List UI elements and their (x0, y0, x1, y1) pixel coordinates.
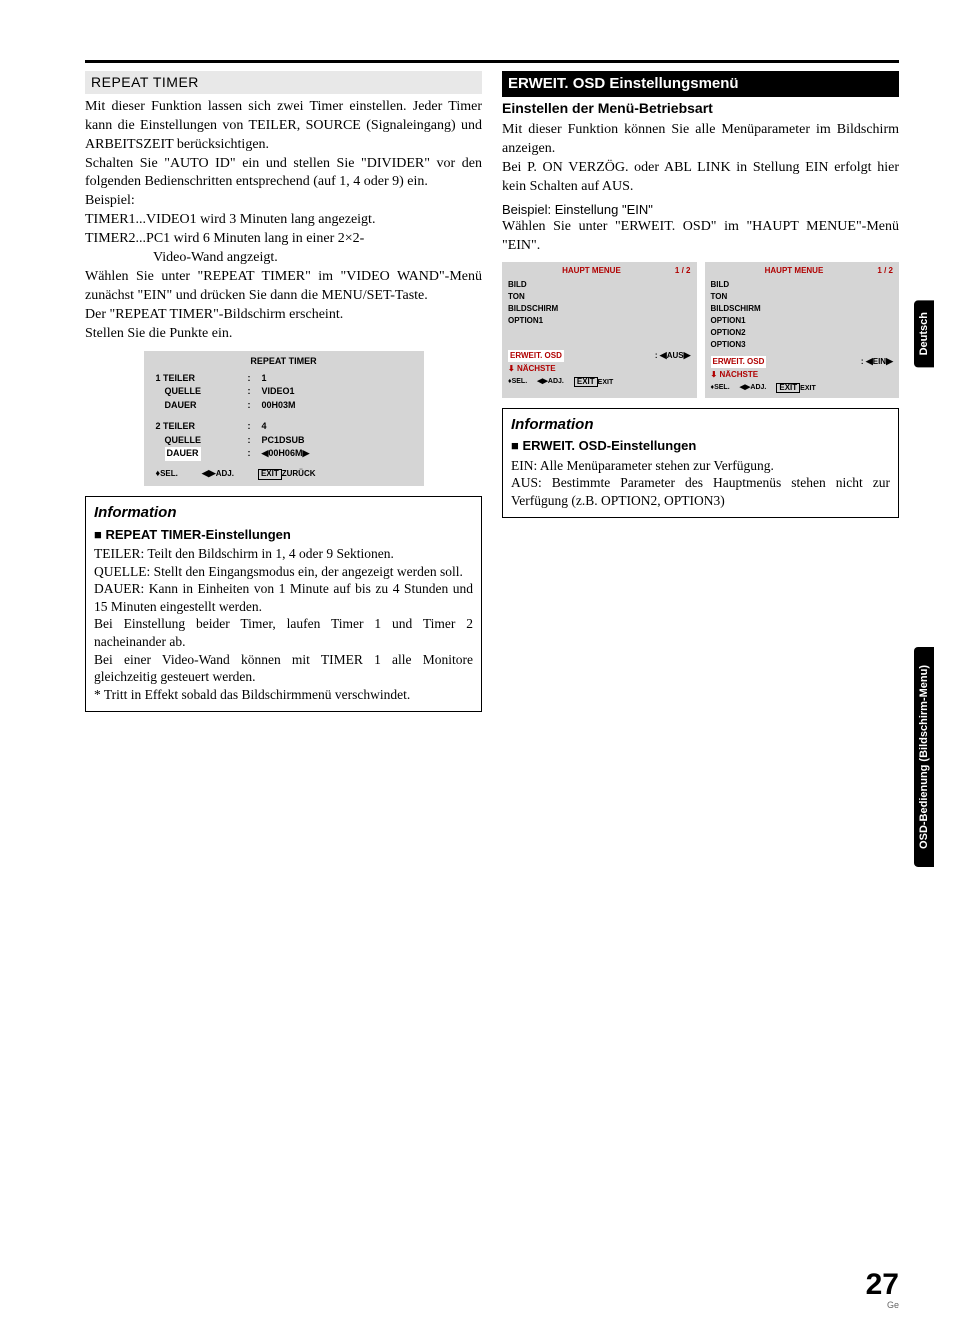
paragraph: Bei P. ON VERZÖG. oder ABL LINK in Stell… (502, 159, 899, 197)
menu-selected: ERWEIT. OSD (711, 356, 767, 368)
menu-header: HAUPT MENUE (562, 265, 621, 277)
right-arrow-icon: ▶ (302, 448, 309, 458)
footer-exit: EXIT (800, 385, 816, 392)
osd-footer-sel: SEL. (160, 469, 178, 478)
info-line: * Tritt in Effekt sobald das Bildschirmm… (94, 686, 473, 704)
page-number: 27 Ge (866, 1270, 899, 1310)
info-subtitle: REPEAT TIMER-Einstellungen (94, 526, 473, 544)
info-box: Information REPEAT TIMER-Einstellungen T… (85, 496, 482, 712)
paragraph: Mit dieser Funktion lassen sich zwei Tim… (85, 98, 482, 155)
footer-sel: SEL. (512, 378, 528, 385)
left-arrow-icon: ◀ (866, 356, 873, 366)
paragraph: Schalten Sie "AUTO ID" ein und stellen S… (85, 155, 482, 193)
tab-language: Deutsch (914, 300, 934, 367)
menu-page: 1 / 2 (877, 265, 893, 277)
info-line: EIN: Alle Menüparameter stehen zur Verfü… (511, 457, 890, 475)
leftright-arrow-icon: ◀▶ (740, 384, 751, 391)
menu-item: BILD (711, 279, 894, 291)
osd-value: PC1DSUB (262, 434, 412, 448)
menu-item: OPTION2 (711, 327, 894, 339)
side-tabs: Deutsch OSD-Bedienung (Bildschirm-Menu) (914, 300, 934, 867)
paragraph: Wählen Sie unter "REPEAT TIMER" im "VIDE… (85, 268, 482, 306)
right-arrow-icon: ▶ (886, 356, 893, 366)
osd-value: 1 (262, 372, 412, 386)
osd-footer-adj: ADJ. (216, 469, 234, 478)
info-line: Bei einer Video-Wand können mit TIMER 1 … (94, 651, 473, 686)
osd-value: VIDEO1 (262, 385, 412, 399)
info-line: Bei Einstellung beider Timer, laufen Tim… (94, 615, 473, 650)
menu-item: OPTION3 (711, 339, 894, 351)
osd-value: 4 (262, 420, 412, 434)
osd-label: 1 TEILER (156, 372, 248, 386)
menu-item: BILDSCHIRM (711, 303, 894, 315)
osd-footer-back: ZURÜCK (282, 469, 316, 478)
menu-item: TON (711, 291, 894, 303)
osd-label-selected: DAUER (165, 447, 201, 461)
exit-button-icon: EXIT (574, 377, 598, 388)
paragraph: Beispiel: Einstellung "EIN" (502, 201, 899, 219)
menu-item: OPTION1 (711, 315, 894, 327)
osd-label: DAUER (156, 399, 248, 413)
menu-item: TON (508, 291, 691, 303)
subtitle: Einstellen der Menü-Betriebsart (502, 99, 899, 118)
exit-button-icon: EXIT (776, 383, 800, 394)
paragraph: TIMER2...PC1 wird 6 Minuten lang in eine… (85, 230, 482, 249)
right-column: ERWEIT. OSD Einstellungsmenü Einstellen … (502, 71, 899, 712)
menu-next: NÄCHSTE (719, 370, 758, 379)
paragraph: Wählen Sie unter "ERWEIT. OSD" im "HAUPT… (502, 218, 899, 256)
paragraph: Der "REPEAT TIMER"-Bildschirm erscheint. (85, 306, 482, 325)
menu-value: AUS (667, 351, 684, 360)
osd-label: QUELLE (156, 434, 248, 448)
section-title: ERWEIT. OSD Einstellungsmenü (502, 71, 899, 97)
menu-screen-aus: HAUPT MENUE 1 / 2 BILD TON BILDSCHIRM OPT… (502, 262, 697, 398)
exit-button-icon: EXIT (258, 469, 282, 480)
footer-sel: SEL. (714, 384, 730, 391)
info-title: Information (511, 415, 890, 435)
section-title: REPEAT TIMER (85, 71, 482, 94)
page-num-suffix: Ge (866, 1300, 899, 1310)
menu-screen-ein: HAUPT MENUE 1 / 2 BILD TON BILDSCHIRM OPT… (705, 262, 900, 398)
right-arrow-icon: ▶ (684, 350, 691, 360)
osd-value: 00H06M (268, 448, 302, 458)
paragraph: Mit dieser Funktion können Sie alle Menü… (502, 121, 899, 159)
menu-selected: ERWEIT. OSD (508, 350, 564, 362)
menu-page: 1 / 2 (675, 265, 691, 277)
down-arrow-icon: ⬇ (508, 364, 515, 373)
osd-title: REPEAT TIMER (156, 355, 412, 369)
info-subtitle: ERWEIT. OSD-Einstellungen (511, 437, 890, 455)
tab-section: OSD-Bedienung (Bildschirm-Menu) (914, 647, 934, 867)
menu-item: OPTION1 (508, 315, 691, 327)
info-line: AUS: Bestimmte Parameter des Hauptmenüs … (511, 474, 890, 509)
leftright-arrow-icon: ◀▶ (202, 468, 216, 478)
info-box: Information ERWEIT. OSD-Einstellungen EI… (502, 408, 899, 518)
osd-repeat-timer: REPEAT TIMER 1 TEILER:1 QUELLE:VIDEO1 DA… (144, 351, 424, 486)
info-line: TEILER: Teilt den Bildschirm in 1, 4 ode… (94, 545, 473, 563)
down-arrow-icon: ⬇ (711, 370, 718, 379)
paragraph: Video-Wand angzeigt. (85, 249, 482, 268)
menu-item: BILDSCHIRM (508, 303, 691, 315)
osd-label: 2 TEILER (156, 420, 248, 434)
footer-exit: EXIT (598, 379, 614, 386)
menu-item: BILD (508, 279, 691, 291)
info-title: Information (94, 503, 473, 523)
leftright-arrow-icon: ◀▶ (537, 378, 548, 385)
info-line: DAUER: Kann in Einheiten von 1 Minute au… (94, 580, 473, 615)
menu-screens: HAUPT MENUE 1 / 2 BILD TON BILDSCHIRM OPT… (502, 262, 899, 398)
left-column: REPEAT TIMER Mit dieser Funktion lassen … (85, 71, 482, 712)
footer-adj: ADJ. (548, 378, 564, 385)
osd-label: QUELLE (156, 385, 248, 399)
menu-next: NÄCHSTE (517, 364, 556, 373)
paragraph: TIMER1...VIDEO1 wird 3 Minuten lang ange… (85, 211, 482, 230)
paragraph: Beispiel: (85, 192, 482, 211)
paragraph: Stellen Sie die Punkte ein. (85, 325, 482, 344)
left-arrow-icon: ◀ (660, 350, 667, 360)
osd-value: 00H03M (262, 399, 412, 413)
page-num-value: 27 (866, 1270, 899, 1300)
footer-adj: ADJ. (750, 384, 766, 391)
info-line: QUELLE: Stellt den Eingangsmodus ein, de… (94, 563, 473, 581)
menu-header: HAUPT MENUE (765, 265, 824, 277)
menu-value: EIN (873, 357, 886, 366)
